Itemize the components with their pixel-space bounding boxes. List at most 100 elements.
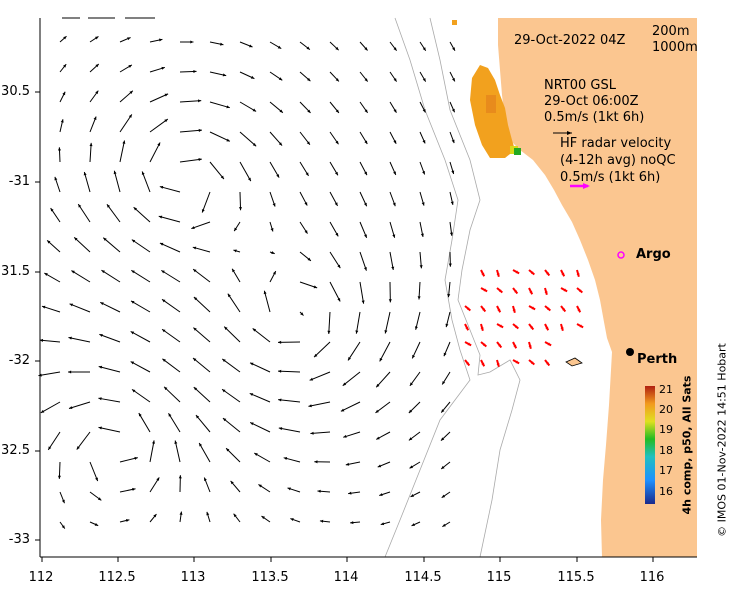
model-current-arrow-head xyxy=(197,99,202,103)
model-current-arrow-head xyxy=(164,93,169,97)
radar-velocity-arrow-head xyxy=(563,288,568,292)
model-current-arrow xyxy=(131,388,151,403)
model-current-arrow-head xyxy=(342,382,347,386)
model-current-arrow-head xyxy=(419,265,423,269)
radar-velocity-arrow-head xyxy=(530,326,534,330)
model-current-arrow-head xyxy=(364,171,367,176)
model-current-arrow-head xyxy=(277,45,282,49)
model-current-arrow-head xyxy=(76,446,80,450)
radar-velocity-arrow-head xyxy=(482,343,487,347)
perth-marker[interactable] xyxy=(626,348,634,356)
model-current-arrow-head xyxy=(131,389,136,393)
model-current-arrow-head xyxy=(348,491,352,495)
model-current-arrow-head xyxy=(157,142,161,146)
model-current-arrow-head xyxy=(420,233,424,237)
model-current-arrow xyxy=(149,93,169,103)
model-current-arrow-head xyxy=(393,47,397,51)
radar-velocity-arrow-head xyxy=(578,289,583,293)
model-current-arrow-head xyxy=(335,78,339,82)
colorbar-tick: 18 xyxy=(659,444,673,457)
model-current-arrow-head xyxy=(78,204,82,208)
model-current-arrow-head xyxy=(133,207,138,211)
model-current-arrow xyxy=(158,215,181,223)
model-current-arrow-head xyxy=(393,171,396,175)
model-current-arrow-head xyxy=(384,330,388,334)
model-current-arrow-head xyxy=(41,305,46,309)
isobath-1000m xyxy=(384,17,471,558)
model-current-arrow xyxy=(209,131,231,142)
model-current-arrow xyxy=(174,440,181,463)
model-current-arrow xyxy=(355,311,361,334)
model-current-arrow-head xyxy=(199,443,203,447)
radar-velocity-arrow-head xyxy=(481,272,485,277)
model-current-arrow-head xyxy=(279,109,283,113)
model-scale-label: 0.5m/s (1kt 6h) xyxy=(544,110,645,125)
isobath-1000m-label: 1000m xyxy=(652,40,698,55)
model-current-arrow-head xyxy=(392,234,396,238)
model-current-arrow-head xyxy=(247,177,251,182)
radar-velocity-arrow-head xyxy=(498,344,502,348)
model-current-arrow-head xyxy=(337,264,341,269)
model-current-arrow-head xyxy=(222,418,227,422)
model-current-arrow xyxy=(141,171,151,193)
model-current-arrow xyxy=(379,341,391,362)
model-current-arrow-head xyxy=(440,437,445,441)
model-current-arrow-head xyxy=(408,409,413,413)
model-current-arrow-head xyxy=(422,78,426,82)
model-current-arrow-head xyxy=(335,140,339,145)
model-current-arrow-head xyxy=(98,397,102,401)
model-current-arrow xyxy=(193,296,211,313)
model-current-arrow xyxy=(249,362,271,373)
model-current-arrow xyxy=(38,371,61,377)
model-current-arrow-head xyxy=(305,172,309,176)
model-current-arrow xyxy=(222,417,241,433)
y-tick-label: 30.5 xyxy=(1,84,30,99)
model-current-arrow xyxy=(223,326,241,343)
model-current-arrow-head xyxy=(375,409,379,413)
model-current-arrow-head xyxy=(63,36,67,40)
model-current-arrow xyxy=(98,397,121,403)
radar-velocity-arrow-head xyxy=(576,273,580,277)
model-current-arrow-head xyxy=(100,302,104,306)
model-current-arrow-head xyxy=(226,138,230,142)
model-current-arrow-head xyxy=(376,436,380,440)
model-current-arrow-head xyxy=(252,108,257,112)
model-current-arrow-head xyxy=(83,171,87,176)
model-current-arrow-head xyxy=(193,327,197,331)
model-current-arrow xyxy=(191,221,211,230)
model-current-arrow-head xyxy=(233,513,237,518)
model-current-arrow-head xyxy=(232,268,236,273)
model-scale-arrowhead xyxy=(567,131,572,135)
model-current-arrow-head xyxy=(409,465,414,469)
x-tick-label: 115 xyxy=(486,570,512,585)
model-current-arrow xyxy=(159,242,181,253)
model-current-arrow xyxy=(168,412,181,433)
model-current-arrow-head xyxy=(220,42,224,46)
model-current-arrow xyxy=(133,206,151,223)
radar-velocity-arrow-head xyxy=(530,271,535,275)
model-current-arrow-head xyxy=(335,232,339,237)
radar-velocity-arrow-head xyxy=(499,324,504,328)
model-current-arrow-head xyxy=(161,270,165,274)
model-current-arrow-head xyxy=(449,232,453,236)
argo-marker[interactable] xyxy=(617,251,625,259)
model-current-arrow-head xyxy=(314,460,318,464)
model-current-arrow xyxy=(77,203,91,223)
radar-velocity-arrow-head xyxy=(496,363,500,367)
radar-velocity-arrow-head xyxy=(547,342,552,346)
model-current-arrow-head xyxy=(350,521,354,525)
model-current-arrow-head xyxy=(193,70,197,74)
model-current-arrow-head xyxy=(450,201,454,205)
model-current-arrow-head xyxy=(307,257,311,261)
model-current-arrow-head xyxy=(60,119,64,123)
model-current-arrow xyxy=(195,414,211,433)
y-tick-label: -32 xyxy=(8,353,30,368)
radar-velocity-arrow-head xyxy=(544,291,548,295)
model-current-arrow-head xyxy=(422,139,426,144)
model-current-arrow-head xyxy=(290,518,294,522)
model-current-arrow-head xyxy=(193,269,197,273)
model-current-arrow-head xyxy=(101,270,105,274)
model-current-arrow-head xyxy=(364,78,368,82)
model-current-arrow-head xyxy=(68,406,73,410)
